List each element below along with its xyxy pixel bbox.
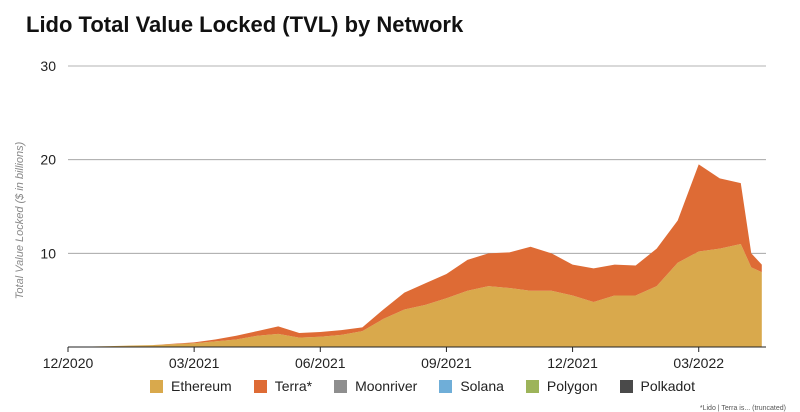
- legend-swatch-solana: [439, 379, 453, 393]
- legend-swatch-polkadot: [619, 379, 633, 393]
- legend-item-moonriver: Moonriver: [334, 378, 417, 394]
- x-tick-label-0: 12/2020: [43, 355, 94, 371]
- footnote: *Lido | Terra is... (truncated): [699, 405, 786, 412]
- legend-swatch-polygon: [525, 379, 539, 393]
- y-tick-label-30: 30: [40, 58, 56, 74]
- legend-item-terra: Terra*: [253, 378, 313, 394]
- y-tick-label-10: 10: [40, 245, 56, 261]
- legend-swatch-terra: [253, 379, 267, 393]
- x-tick-label-3: 09/2021: [421, 355, 472, 371]
- x-tick-label-5: 03/2022: [673, 355, 724, 371]
- legend-label-polkadot: Polkadot: [640, 378, 695, 394]
- legend-swatch-moonriver: [334, 379, 348, 393]
- legend-label-moonriver: Moonriver: [355, 378, 418, 394]
- y-tick-label-20: 20: [40, 152, 56, 168]
- legend-item-polygon: Polygon: [525, 378, 598, 394]
- chart-legend: Ethereum Terra* Moonriver Solana Polygon…: [150, 378, 695, 394]
- legend-label-polygon: Polygon: [546, 378, 598, 394]
- legend-item-solana: Solana: [439, 378, 504, 394]
- legend-label-solana: Solana: [460, 378, 504, 394]
- x-tick-label-2: 06/2021: [295, 355, 346, 371]
- legend-item-ethereum: Ethereum: [150, 378, 232, 394]
- area-series-terra: [68, 164, 762, 347]
- legend-label-terra: Terra*: [274, 378, 313, 394]
- legend-item-polkadot: Polkadot: [619, 378, 695, 394]
- y-axis-title: Total Value Locked ($ in billions): [14, 141, 26, 299]
- legend-label-ethereum: Ethereum: [171, 378, 232, 394]
- chart-title: Lido Total Value Locked (TVL) by Network: [26, 12, 464, 37]
- legend-swatch-ethereum: [150, 379, 163, 393]
- x-tick-label-1: 03/2021: [169, 355, 220, 371]
- x-tick-label-4: 12/2021: [547, 355, 598, 371]
- area-series-ethereum: [68, 243, 762, 347]
